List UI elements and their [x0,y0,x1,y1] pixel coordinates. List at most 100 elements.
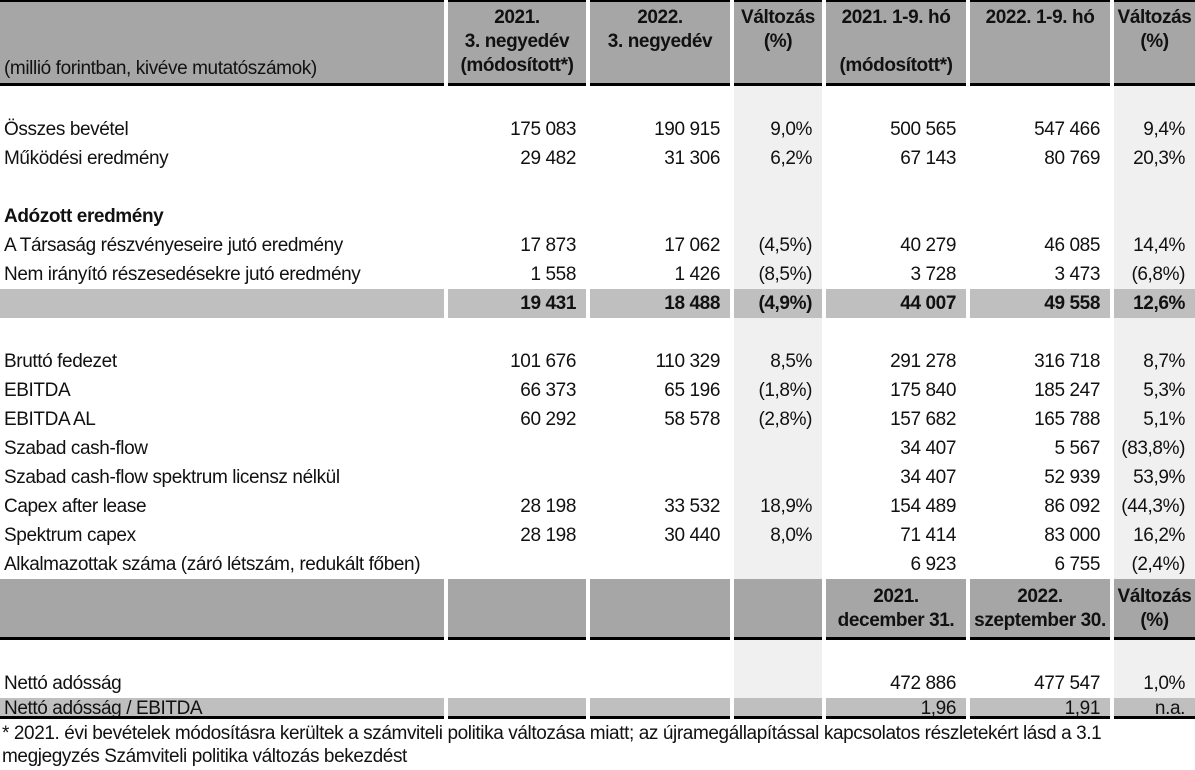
cell-value [590,202,730,231]
cell-value: 19 431 [448,289,586,318]
cell-value: (4,5%) [734,231,822,260]
header-2021-9m: 2021. 1-9. hó (módosított*) [826,0,966,86]
table-row: EBITDA 66 373 65 196 (1,8%) 175 840 185 247 5,… [0,376,1195,405]
cell-value: 67 143 [900,148,956,169]
cell-value: 1,0% [1114,669,1195,698]
subheader-empty-label [0,579,444,640]
cell-value: 40 279 [900,235,956,256]
header-2022-9m: 2022. 1-9. hó [970,0,1110,86]
table-row-blank [0,318,1195,347]
cell-value [590,550,730,579]
cell-value [1114,202,1195,231]
table-subheader-row: 2021. december 31. 2022. szeptember 30. … [0,579,1195,640]
row-label: A Társaság részvényeseire jutó eredmény [4,235,343,256]
cell-value: 1 426 [674,264,720,285]
header-change-9m: Változás (%) [1114,0,1195,86]
cell-value: 71 414 [900,525,956,546]
cell-value [448,86,586,115]
row-label [0,289,444,318]
cell-value [448,434,586,463]
table-row: A Társaság részvényeseire jutó eredmény 1… [0,231,1195,260]
cell-value: 65 196 [664,380,720,401]
cell-value [590,463,730,492]
cell-value: 80 769 [1044,148,1100,169]
cell-value [590,640,730,669]
cell-value: 6 923 [910,554,956,575]
cell-value [734,669,822,698]
cell-value: 34 407 [900,438,956,459]
cell-value [448,463,586,492]
cell-value [448,550,586,579]
table-row: Nettó adósság 472 886 477 547 1,0% [0,669,1195,698]
cell-value: 49 558 [970,289,1110,318]
cell-value [826,86,966,115]
cell-value: 52 939 [1044,467,1100,488]
cell-value [590,86,730,115]
cell-value [590,698,730,719]
table-row-blank [0,173,1195,202]
row-label: Capex after lease [4,496,147,517]
cell-value: 9,4% [1114,115,1195,144]
cell-value: 17 062 [664,235,720,256]
cell-value [970,173,1110,202]
cell-value: 14,4% [1114,231,1195,260]
cell-value [448,669,586,698]
unit-label-text: (millió forintban, kivéve mutatószámok) [4,58,317,79]
footnote-line-2: megjegyzés Számviteli politika változás … [2,746,407,767]
cell-value [970,640,1110,669]
row-label [0,173,444,202]
cell-value: 12,6% [1114,289,1195,318]
cell-value: 477 547 [1034,673,1100,694]
subheader-2021-dec31: 2021. december 31. [826,579,966,640]
cell-value [590,173,730,202]
cell-value: (4,9%) [734,289,822,318]
cell-value: 190 915 [654,119,720,140]
cell-value [826,173,966,202]
cell-value: 6,2% [734,144,822,173]
cell-value: 5,1% [1114,405,1195,434]
cell-value [734,463,822,492]
cell-value [1114,86,1195,115]
cell-value [1114,173,1195,202]
table-row: Nettó adósság / EBITDA 1,96 1,91 n.a. [0,698,1195,719]
cell-value: (6,8%) [1114,260,1195,289]
cell-value: 46 085 [1044,235,1100,256]
cell-value: 291 278 [890,351,956,372]
cell-value [734,173,822,202]
cell-value: n.a. [1114,698,1195,719]
cell-value: 472 886 [890,673,956,694]
cell-value: 154 489 [890,496,956,517]
cell-value [734,86,822,115]
row-label [0,86,444,115]
row-label: Bruttó fedezet [4,351,117,372]
cell-value: 58 578 [664,409,720,430]
header-unit-label: (millió forintban, kivéve mutatószámok) [0,0,444,86]
table-row-blank [0,86,1195,115]
cell-value: (44,3%) [1114,492,1195,521]
cell-value [590,434,730,463]
table-header-row: (millió forintban, kivéve mutatószámok) … [0,0,1195,86]
row-label: EBITDA AL [4,409,96,430]
cell-value [970,318,1110,347]
cell-value: 66 373 [520,380,576,401]
table-row: Spektrum capex 28 198 30 440 8,0% 71 414 83 0… [0,521,1195,550]
cell-value [734,550,822,579]
cell-value [448,640,586,669]
cell-value: 500 565 [890,119,956,140]
cell-value: 1,96 [826,698,966,719]
cell-value: 5 567 [1054,438,1100,459]
cell-value: 30 440 [664,525,720,546]
cell-value: 29 482 [520,148,576,169]
cell-value [448,318,586,347]
footnote: * 2021. évi bevételek módosításra került… [0,722,1195,768]
cell-value: 86 092 [1044,496,1100,517]
table-row: Összes bevétel 175 083 190 915 9,0% 500 565 5… [0,115,1195,144]
cell-value: 175 083 [510,119,576,140]
cell-value: 28 198 [520,525,576,546]
table-row: Bruttó fedezet 101 676 110 329 8,5% 291 278 3… [0,347,1195,376]
header-2022-q3: 2022. 3. negyedév [590,0,730,86]
row-label [0,318,444,347]
table-row: Adózott eredmény [0,202,1195,231]
row-label: EBITDA [4,380,71,401]
